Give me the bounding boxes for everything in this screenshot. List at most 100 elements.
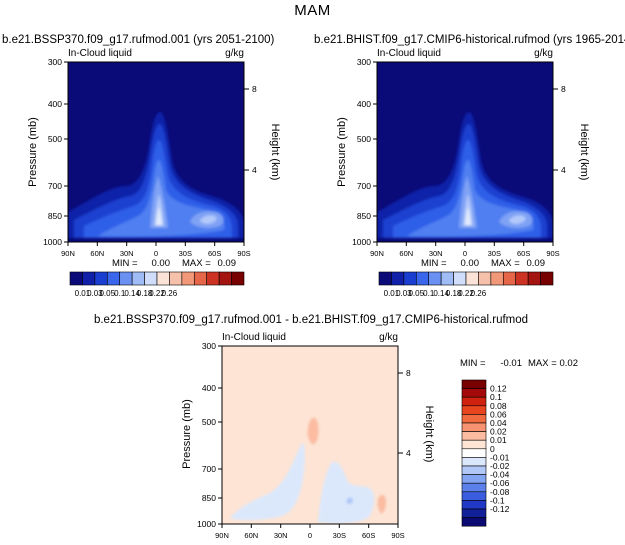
colorbar-swatch (461, 517, 487, 527)
colorbar-label: 0.1 (423, 289, 435, 298)
panel-left-label: In-Cloud liquid (377, 48, 441, 59)
colorbar-label: 0.22 (458, 289, 474, 298)
panel-title: b.e21.BSSP370.f09_g17.rufmod.001 (yrs 20… (2, 34, 275, 46)
colorbar-label: 0.04 (490, 418, 507, 428)
colorbar-label: 0.05 (408, 289, 424, 298)
x-axis-latitude: 90N 60N 30N 0 30S 60S 90S (370, 242, 560, 258)
colorbar-swatch (461, 414, 487, 424)
colorbar-swatch (461, 405, 487, 415)
colorbar-label: -0.1 (490, 495, 505, 505)
x-tick-label: 0 (308, 531, 312, 540)
contour-field (377, 62, 553, 242)
colorbar-label: 0.1 (114, 289, 126, 298)
y-axis-height: 8 4 Height (km) (553, 84, 590, 180)
colorbar-swatch (193, 271, 208, 286)
colorbar-label: 0.26 (471, 289, 487, 298)
height-tick-label: 4 (406, 448, 411, 458)
colorbar-label: -0.02 (490, 461, 510, 471)
colorbar-swatch (461, 431, 487, 441)
height-axis-title: Height (km) (269, 124, 281, 181)
x-axis-latitude: 90N 60N 30N 0 30S 60S 90S (215, 524, 405, 540)
x-tick-label: 30N (274, 531, 288, 540)
x-tick-label: 60S (517, 249, 530, 258)
y-tick-label: 500 (48, 134, 62, 144)
colorbar-swatch (403, 271, 417, 286)
x-axis-latitude: 90N 60N 30N 0 30S 60S 90S (61, 242, 251, 258)
colorbar-label: 0.06 (490, 409, 507, 419)
colorbar-swatch (169, 271, 183, 286)
colorbar-swatch (461, 379, 487, 389)
colorbar-swatch (461, 465, 487, 475)
colorbar-swatch (490, 271, 504, 286)
colorbar-label: 0.18 (446, 289, 462, 298)
y-tick-label: 400 (357, 99, 371, 109)
colorbar-swatch (461, 474, 487, 484)
min-label: MIN = (460, 358, 486, 369)
y-tick-label: 1000 (352, 237, 371, 247)
colorbar-swatch (82, 271, 96, 286)
colorbar-swatch (540, 271, 554, 286)
colorbar: 0.010.030.05 0.1 0.140.180.220.26 (69, 271, 245, 298)
y-tick-label: 700 (202, 464, 216, 474)
y-tick-label: 500 (202, 417, 216, 427)
colorbar-swatch (461, 448, 487, 458)
x-tick-label: 60S (362, 531, 375, 540)
min-value: -0.01 (500, 358, 522, 369)
height-tick-label: 4 (561, 165, 566, 175)
height-tick-label: 4 (252, 165, 257, 175)
y-tick-label: 1000 (43, 237, 62, 247)
panel-units-label: g/kg (225, 48, 244, 59)
x-tick-label: 60N (399, 249, 413, 258)
colorbar-swatch (94, 271, 108, 286)
y-axis-pressure: 300 400 500 700 850 1000 Pressure (mb) (181, 341, 222, 529)
colorbar-label: -0.01 (490, 452, 510, 462)
colorbar-swatch (453, 271, 467, 286)
colorbar-swatch (461, 491, 487, 501)
max-label: MAX = (528, 358, 557, 369)
y-tick-label: 1000 (197, 519, 216, 529)
x-tick-label: 90N (370, 249, 384, 258)
panel-units-label: g/kg (534, 48, 553, 59)
colorbar-swatch (502, 271, 517, 286)
colorbar-swatch (478, 271, 492, 286)
colorbar-swatch (181, 271, 195, 286)
y-axis-title: Pressure (mb) (181, 399, 193, 469)
y-axis-height: 8 4 Height (km) (244, 84, 281, 180)
colorbar-swatch (461, 500, 487, 510)
colorbar-swatch (106, 271, 121, 286)
height-axis-title: Height (km) (423, 406, 435, 463)
colorbar-swatch (465, 271, 479, 286)
max-value: 0.09 (218, 258, 237, 269)
panel-historical: b.e21.BHIST.f09_g17.CMIP6-historical.ruf… (314, 34, 625, 298)
x-tick-label: 0 (154, 249, 158, 258)
colorbar: 0.010.030.05 0.1 0.140.180.220.26 (378, 271, 554, 298)
colorbar-label: 0.01 (75, 289, 91, 298)
height-axis-title: Height (km) (578, 124, 590, 181)
colorbar-swatch (415, 271, 430, 286)
colorbar-swatch (391, 271, 405, 286)
x-tick-label: 90N (61, 249, 75, 258)
min-value: 0.00 (152, 258, 171, 269)
colorbar-label: -0.08 (490, 487, 510, 497)
y-axis-pressure: 300 400 500 700 850 1000 Pressure (mb) (336, 57, 377, 247)
panel-units-label: g/kg (379, 332, 398, 343)
colorbar-swatch (461, 422, 487, 432)
colorbar-swatch (461, 457, 487, 467)
y-tick-label: 700 (48, 181, 62, 191)
panel-title: b.e21.BSSP370.f09_g17.rufmod.001 - b.e21… (94, 314, 528, 326)
height-tick-label: 8 (252, 84, 257, 94)
colorbar-label: 0.01 (384, 289, 400, 298)
y-axis-height: 8 4 Height (km) (398, 368, 435, 462)
panel-left-label: In-Cloud liquid (68, 48, 132, 59)
colorbar-swatch (461, 396, 487, 407)
colorbar-label: 0.01 (490, 435, 507, 445)
colorbar-swatch (378, 271, 392, 286)
colorbar: 0.120.10.080.060.040.020.010-0.01-0.02-0… (461, 379, 510, 527)
stats-readout: MIN = -0.01 MAX = 0.02 (460, 358, 578, 369)
x-tick-label: 30N (120, 249, 134, 258)
min-value: 0.00 (461, 258, 480, 269)
y-tick-label: 400 (48, 99, 62, 109)
colorbar-label: 0.14 (433, 289, 449, 298)
panel-title: b.e21.BHIST.f09_g17.CMIP6-historical.ruf… (314, 34, 625, 46)
y-tick-label: 850 (357, 211, 371, 221)
